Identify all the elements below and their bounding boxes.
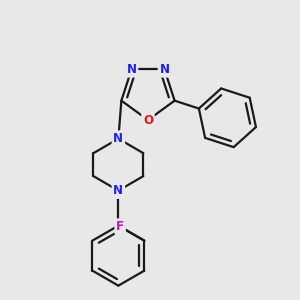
Text: F: F	[116, 220, 124, 233]
Text: N: N	[127, 63, 136, 76]
Text: N: N	[160, 63, 170, 76]
Text: N: N	[113, 132, 123, 145]
Text: N: N	[113, 184, 123, 197]
Text: O: O	[143, 113, 153, 127]
